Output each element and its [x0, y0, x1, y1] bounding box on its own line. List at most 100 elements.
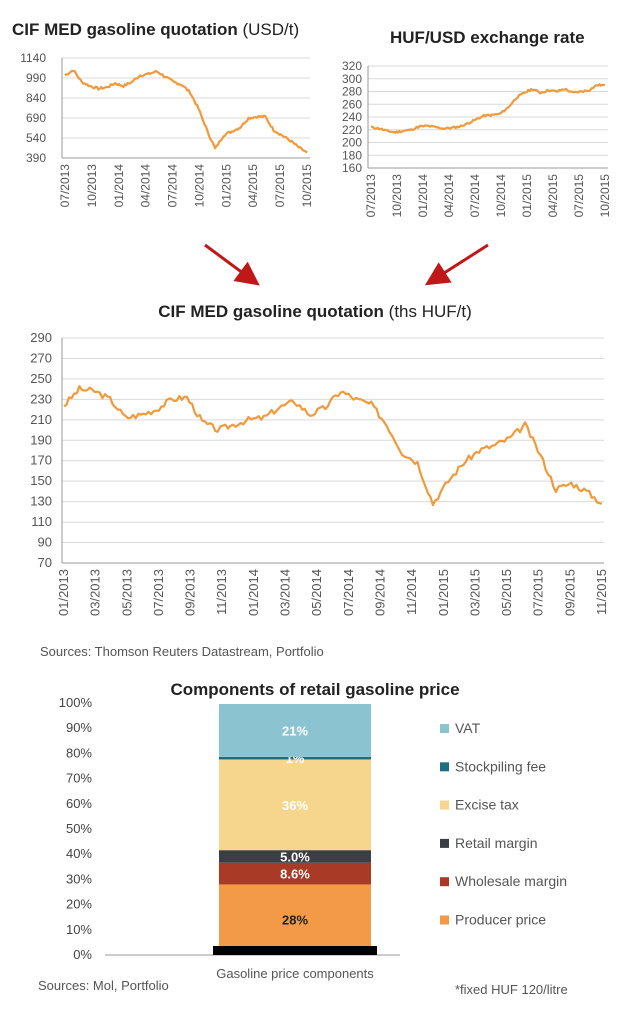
huf-chart-title-unit: (ths HUF/t) [388, 302, 472, 321]
usd-chart-series-line [64, 69, 308, 154]
huf-chart-ytick-label: 150 [30, 473, 52, 488]
huf-chart-ytick-label: 230 [30, 391, 52, 406]
exchange-chart-xtick-label: 07/2015 [572, 174, 586, 218]
exchange-chart-xtick-label: 07/2014 [468, 174, 482, 218]
huf-chart-ytick-label: 250 [30, 371, 52, 386]
huf-chart-xtick-label: 03/2014 [278, 569, 293, 616]
usd-chart-ytick-label: 990 [26, 71, 46, 85]
huf-chart-ytick-label: 270 [30, 350, 52, 365]
arrow-right [424, 243, 489, 286]
legend-swatch-excise-tax [440, 800, 449, 810]
usd-chart-xtick-label: 07/2015 [273, 164, 287, 208]
huf-chart-xtick-label: 05/2013 [119, 569, 134, 616]
bar-label-excise-tax: 36% [282, 798, 308, 813]
legend-swatch-vat [440, 724, 449, 733]
components-ytick-label: 50% [66, 821, 92, 836]
huf-chart-sources: Sources: Thomson Reuters Datastream, Por… [40, 644, 324, 659]
huf-chart-xtick-label: 07/2015 [531, 569, 546, 616]
bar-label-vat: 21% [282, 723, 308, 738]
huf-chart-xtick-label: 09/2014 [372, 569, 387, 616]
usd-chart-title-main: CIF MED gasoline quotation [12, 20, 238, 39]
huf-chart-xtick-label: 09/2013 [183, 569, 198, 616]
usd-chart-ytick-label: 390 [26, 151, 46, 165]
usd-chart-xtick-label: 07/2013 [58, 164, 72, 208]
components-ytick-label: 40% [66, 846, 92, 861]
huf-chart-title-main: CIF MED gasoline quotation [158, 302, 384, 321]
huf-chart-xtick-label: 01/2013 [56, 569, 71, 616]
huf-chart-ytick-label: 130 [30, 494, 52, 509]
huf-chart-series-line [63, 385, 603, 507]
usd-chart-xtick-label: 01/2015 [219, 164, 233, 208]
usd-chart-xtick-label: 10/2013 [85, 164, 99, 208]
legend-label-producer-price: Producer price [455, 912, 546, 928]
exchange-chart-xtick-label: 01/2015 [520, 174, 534, 218]
exchange-chart-ytick-label: 220 [342, 123, 362, 137]
usd-chart-xtick-label: 04/2014 [139, 164, 153, 208]
exchange-chart-xtick-label: 10/2013 [390, 174, 404, 218]
exchange-chart-ytick-label: 160 [342, 161, 362, 175]
components-sources: Sources: Mol, Portfolio [38, 978, 169, 993]
legend-swatch-retail-margin [440, 838, 449, 848]
bar-segment-vat [219, 704, 371, 757]
exchange-chart-xtick-label: 10/2014 [494, 174, 508, 218]
components-note: *fixed HUF 120/litre [455, 982, 568, 997]
exchange-chart-title: HUF/USD exchange rate [390, 28, 585, 47]
components-ytick-label: 90% [66, 720, 92, 735]
components-ytick-label: 80% [66, 745, 92, 760]
huf-chart-xtick-label: 11/2015 [594, 569, 609, 615]
huf-chart-xtick-label: 03/2015 [467, 569, 482, 616]
exchange-chart-xtick-label: 07/2013 [364, 174, 378, 218]
huf-chart-ytick-label: 210 [30, 412, 52, 427]
components-ytick-label: 0% [73, 947, 92, 962]
huf-chart-xtick-label: 05/2014 [309, 569, 324, 616]
legend-label-stockpiling-fee: Stockpiling fee [455, 758, 546, 774]
usd-chart-xtick-label: 01/2014 [112, 164, 126, 208]
usd-chart-ytick-label: 690 [26, 111, 46, 125]
legend-label-vat: VAT [455, 720, 481, 736]
legend-swatch-producer-price [440, 915, 449, 925]
huf-chart-ytick-label: 290 [30, 330, 52, 345]
legend-label-excise-tax: Excise tax [455, 797, 519, 813]
huf-chart-xtick-label: 09/2015 [562, 569, 577, 616]
usd-chart-title: CIF MED gasoline quotation (USD/t) [12, 20, 299, 40]
exchange-chart-ytick-label: 300 [342, 72, 362, 86]
huf-chart-xtick-label: 01/2015 [436, 569, 451, 616]
components-ytick-label: 20% [66, 897, 92, 912]
components-ytick-label: 70% [66, 771, 92, 786]
huf-chart-ytick-label: 90 [38, 535, 52, 550]
legend-label-retail-margin: Retail margin [455, 835, 537, 851]
huf-chart-ytick-label: 170 [30, 453, 52, 468]
bar-base [213, 946, 377, 955]
bar-segment-stockpiling-fee [219, 756, 371, 760]
exchange-chart-ytick-label: 260 [342, 97, 362, 111]
huf-chart-xtick-label: 11/2013 [214, 569, 229, 615]
legend-label-wholesale-margin: Wholesale margin [455, 873, 567, 889]
bar-label-producer-price: 28% [282, 913, 308, 928]
legend-swatch-wholesale-margin [440, 877, 449, 887]
exchange-chart-ytick-label: 240 [342, 110, 362, 124]
huf-chart-xtick-label: 07/2013 [151, 569, 166, 616]
exchange-chart-ytick-label: 200 [342, 136, 362, 150]
usd-chart-xtick-label: 10/2014 [192, 164, 206, 208]
usd-chart-xtick-label: 10/2015 [300, 164, 314, 208]
huf-chart-ytick-label: 70 [38, 555, 52, 570]
exchange-chart-ytick-label: 320 [342, 59, 362, 73]
legend-swatch-stockpiling-fee [440, 762, 449, 772]
huf-chart-ytick-label: 190 [30, 432, 52, 447]
usd-chart-ytick-label: 840 [26, 91, 46, 105]
bar-segment-wholesale-margin [219, 862, 371, 885]
exchange-chart-xtick-label: 04/2014 [442, 174, 456, 218]
bar-label-wholesale-margin: 8.6% [280, 867, 310, 882]
bar-label-retail-margin: 5.0% [280, 849, 310, 864]
arrow-left [204, 243, 260, 286]
bar-segment-excise-tax [219, 759, 371, 851]
usd-chart-xtick-label: 04/2015 [246, 164, 260, 208]
components-xlabel: Gasoline price components [216, 966, 374, 981]
usd-chart-title-unit: (USD/t) [242, 20, 300, 39]
components-ytick-label: 30% [66, 871, 92, 886]
usd-chart-ytick-label: 540 [26, 131, 46, 145]
bar-segment-retail-margin [219, 850, 371, 863]
exchange-chart-series-line [370, 83, 606, 134]
exchange-chart-xtick-label: 01/2014 [416, 174, 430, 218]
huf-chart-xtick-label: 05/2015 [499, 569, 514, 616]
